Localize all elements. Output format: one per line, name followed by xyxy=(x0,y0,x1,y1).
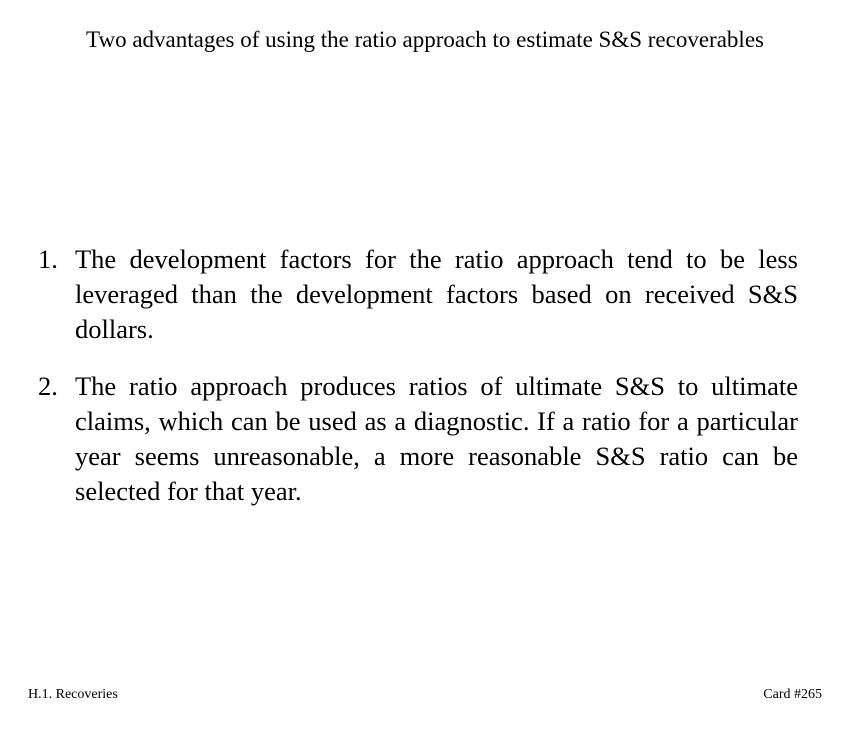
list-item: 1. The development factors for the ratio… xyxy=(38,242,798,347)
list-item-number: 2. xyxy=(38,371,58,401)
list-item-text: The ratio approach produces ratios of ul… xyxy=(75,371,798,506)
card-title: Two advantages of using the ratio approa… xyxy=(86,27,764,52)
footer-section-label: H.1. Recoveries xyxy=(28,687,118,702)
list-item: 2. The ratio approach produces ratios of… xyxy=(38,369,798,509)
list-item-number: 1. xyxy=(38,244,58,274)
advantages-list: 1. The development factors for the ratio… xyxy=(38,242,798,531)
footer-card-number: Card #265 xyxy=(763,687,822,702)
list-item-text: The development factors for the ratio ap… xyxy=(75,244,798,344)
